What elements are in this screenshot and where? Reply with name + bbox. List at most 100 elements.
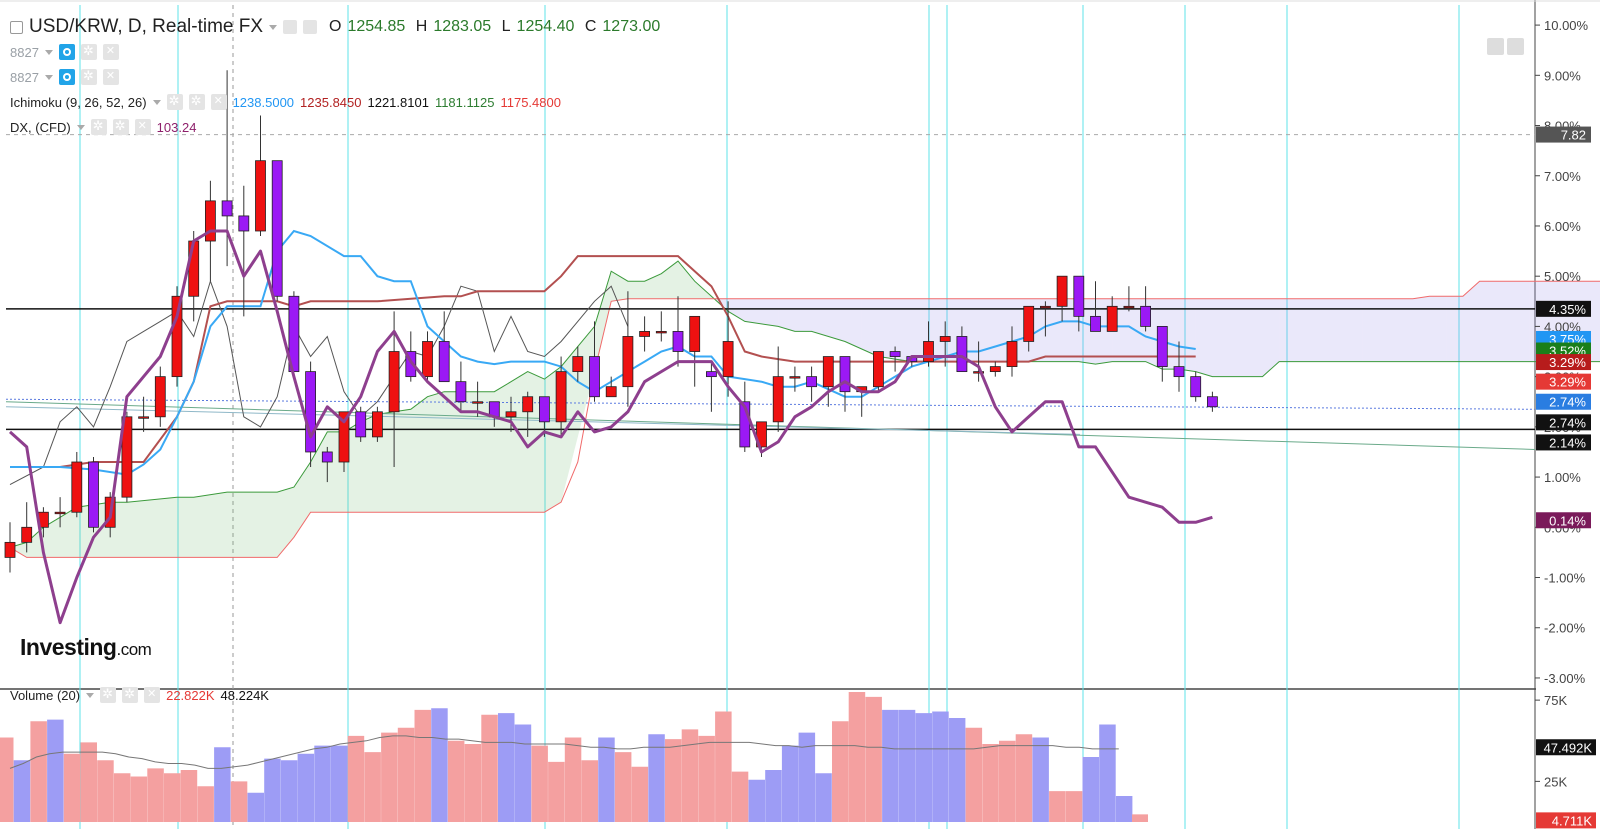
title-gear-icon[interactable] <box>303 20 318 34</box>
cloud-segment-51 <box>1045 298 1063 362</box>
y-tick-label-1: 9.00% <box>1544 68 1581 83</box>
volume-bar-5 <box>80 742 97 822</box>
candle-body-66 <box>1106 305 1118 332</box>
cloud-segment-9 <box>227 492 261 558</box>
volume-bar-37 <box>614 752 632 822</box>
ichimoku-value-4: 1181.1125 <box>434 94 495 110</box>
volume-bar-59 <box>982 744 999 822</box>
volume-bar-51 <box>848 692 866 822</box>
close-icon[interactable] <box>102 69 119 85</box>
volume-bar-6 <box>97 760 114 822</box>
volume-bar-49 <box>815 773 832 822</box>
collapse-icon[interactable] <box>10 20 23 34</box>
candle-body-53 <box>889 351 901 357</box>
candle-body-23 <box>388 351 400 413</box>
volume-bar-61 <box>1015 734 1033 822</box>
volume-bar-62 <box>1032 737 1049 822</box>
indicator-dropdown-icon[interactable] <box>152 99 161 105</box>
gear-icon[interactable] <box>122 686 139 703</box>
volume-bar-29 <box>481 714 498 822</box>
cloud-segment-67 <box>1312 298 1330 362</box>
axis-tag-0 <box>1536 126 1591 143</box>
volume-bar-13 <box>214 747 231 822</box>
gear-icon[interactable] <box>80 68 97 85</box>
eye-icon[interactable] <box>58 44 75 60</box>
eye-icon[interactable] <box>58 69 75 85</box>
volume-bar-47 <box>781 745 799 822</box>
candle-body-61 <box>1023 305 1035 342</box>
cloud-segment-76 <box>1462 281 1480 362</box>
y-tick-label-11: -1.00% <box>1544 571 1586 586</box>
ohlc-high-label: H <box>415 18 428 35</box>
volume-bar-27 <box>447 740 465 822</box>
axis-tag-label-6: 2.74% <box>1549 395 1586 410</box>
volume-bar-21 <box>347 735 365 822</box>
candle-body-21 <box>355 411 367 438</box>
cloud-segment-60 <box>1195 298 1213 377</box>
gear-icon[interactable] <box>80 43 97 60</box>
volume-bar-44 <box>731 771 749 822</box>
volume-bar-63 <box>1049 791 1066 822</box>
close-icon[interactable] <box>134 119 151 135</box>
candle-body-0 <box>4 541 16 558</box>
candle-body-13 <box>221 200 233 217</box>
volume-axis-tag-label-0: 47.492K <box>1544 740 1593 755</box>
cloud-segment-38 <box>794 298 812 332</box>
indicator-dropdown-icon[interactable] <box>76 124 85 130</box>
gear-icon[interactable] <box>112 118 129 135</box>
candle-body-15 <box>255 160 266 232</box>
volume-bar-60 <box>999 740 1016 822</box>
close-icon[interactable] <box>210 94 227 110</box>
ohlc-high-value: 1283.05 <box>433 18 492 35</box>
gear-icon[interactable] <box>188 93 205 110</box>
cloud-segment-32 <box>678 261 695 299</box>
candle-body-36 <box>605 386 617 398</box>
volume-value-2: 48.224K <box>220 687 269 703</box>
candle-body-19 <box>321 451 333 463</box>
close-icon[interactable] <box>102 44 119 60</box>
candle-body-26 <box>438 341 450 383</box>
chart-title: USD/KRW, D, Real-time FX <box>29 16 264 37</box>
volume-bar-45 <box>748 779 765 822</box>
close-icon[interactable] <box>144 687 161 703</box>
volume-bar-53 <box>882 709 899 822</box>
kijun-sen-line <box>10 255 1196 468</box>
cloud-segment-18 <box>410 396 428 513</box>
indicator-dropdown-icon[interactable] <box>44 74 53 80</box>
cloud-segment-22 <box>494 381 511 513</box>
cloud-segment-36 <box>744 298 779 327</box>
scale-up-icon[interactable] <box>1487 38 1504 55</box>
settings-icon[interactable] <box>166 93 183 110</box>
volume-legend: Volume (20) 22.822K 48.224K <box>10 686 269 703</box>
indicator-dropdown-icon[interactable] <box>44 49 53 55</box>
candle-body-14 <box>238 215 250 232</box>
y-tick-label-0: 10.00% <box>1544 18 1589 33</box>
candle-body-39 <box>655 331 667 334</box>
candle-body-42 <box>706 371 717 378</box>
settings-icon[interactable] <box>90 118 107 135</box>
volume-bar-23 <box>381 732 398 822</box>
volume-value-1: 22.822K <box>166 687 215 703</box>
settings-icon[interactable] <box>100 686 117 703</box>
volume-bar-24 <box>397 727 415 822</box>
cloud-segment-8 <box>193 492 228 558</box>
indicator-legend-1: 8827 <box>10 43 119 60</box>
scale-down-icon[interactable] <box>1507 38 1524 55</box>
candle-body-46 <box>772 376 784 423</box>
axis-tag-label-0: 7.82 <box>1561 128 1586 143</box>
cloud-segment-77 <box>1479 281 1497 362</box>
axis-tag-5 <box>1536 373 1591 390</box>
cloud-segment-7 <box>177 497 194 558</box>
volume-bar-58 <box>965 727 983 822</box>
title-dropdown-icon[interactable] <box>269 24 278 30</box>
candle-body-65 <box>1090 315 1101 332</box>
cloud-segment-47 <box>978 298 996 362</box>
volume-bar-40 <box>665 739 682 822</box>
indicator-legend-2: 8827 <box>10 68 119 85</box>
indicator-dropdown-icon[interactable] <box>86 692 95 698</box>
cloud-segment-68 <box>1329 298 1346 362</box>
title-settings-icon[interactable] <box>283 20 298 34</box>
volume-bar-31 <box>514 724 532 822</box>
